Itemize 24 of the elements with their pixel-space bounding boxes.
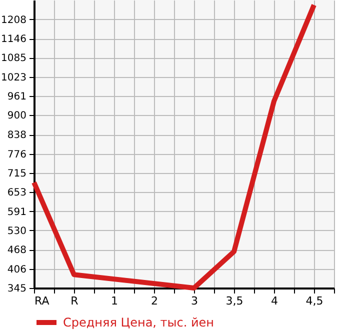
y-tick-label: 653 xyxy=(7,188,26,199)
y-tick-label: 1023 xyxy=(1,72,26,84)
x-tick-label: 3,5 xyxy=(226,294,244,308)
y-tick-label: 1085 xyxy=(1,53,26,64)
y-tick-label: 530 xyxy=(7,226,26,237)
y-tick-label: 900 xyxy=(7,110,26,122)
x-tick-label: 2 xyxy=(151,294,158,308)
x-tick-label: R xyxy=(70,294,79,308)
x-tick-label: 3 xyxy=(191,294,198,308)
x-tick-label: RA xyxy=(34,294,50,308)
y-tick-label: 961 xyxy=(7,92,26,103)
y-tick-label: 776 xyxy=(7,149,26,160)
y-tick-label: 406 xyxy=(7,264,26,276)
y-tick-label: 838 xyxy=(7,130,26,142)
legend-label: Средняя Цена, тыс. йен xyxy=(63,316,214,330)
y-tick-label: 468 xyxy=(7,245,26,256)
y-tick-label: 345 xyxy=(7,284,26,294)
y-tick-label: 715 xyxy=(7,168,26,180)
x-tick-label: 4,5 xyxy=(306,294,324,308)
x-tick-label: 4 xyxy=(271,294,278,308)
y-tick-label: 591 xyxy=(7,206,26,218)
y-tick-label: 1146 xyxy=(1,34,26,46)
y-tick-label: 1208 xyxy=(1,14,26,26)
x-tick-label: 1 xyxy=(111,294,118,308)
